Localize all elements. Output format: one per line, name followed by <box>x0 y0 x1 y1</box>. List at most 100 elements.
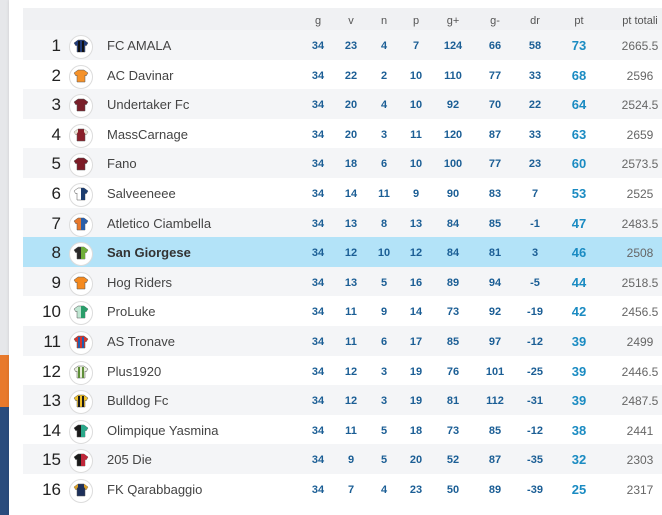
header-n: n <box>380 15 388 27</box>
cell-goals-against: 83 <box>488 187 502 200</box>
cell-losses: 18 <box>409 424 423 437</box>
cell-goals-for: 92 <box>446 99 460 112</box>
cell-draws: 4 <box>380 483 388 496</box>
team-jersey-icon <box>69 35 93 59</box>
cell-losses: 23 <box>409 483 423 496</box>
table-row[interactable]: 7 Atletico Ciambella 34 13 8 13 84 85 -1 47 2483.5 <box>23 207 662 238</box>
team-jersey-icon <box>69 478 93 503</box>
standings-card: g v n p g+ g- dr pt pt totali 1 FC AMALA 3… <box>9 0 662 515</box>
table-row[interactable]: 12 Plus1920 34 12 3 19 76 101 -25 39 2446.5 <box>23 355 662 386</box>
position-number: 7 <box>51 213 61 233</box>
cell-goal-diff: 23 <box>528 158 542 171</box>
cell-games: 34 <box>311 40 325 52</box>
team-name[interactable]: MassCarnage <box>107 126 188 142</box>
position-number: 14 <box>42 420 61 440</box>
cell-goals-for: 81 <box>446 395 460 408</box>
cell-goal-diff: 22 <box>528 99 542 112</box>
header-goals-for: g+ <box>446 15 460 27</box>
position-number: 4 <box>51 124 61 144</box>
table-row[interactable]: 2 AC Davinar 34 22 2 10 110 77 33 68 2596 <box>23 59 662 90</box>
header-p: p <box>412 15 420 27</box>
cell-total-points: 2317 <box>626 482 654 497</box>
cell-total-points: 2596 <box>626 68 654 83</box>
team-name[interactable]: 205 Die <box>107 452 152 468</box>
team-name[interactable]: Olimpique Yasmina <box>107 422 219 438</box>
cell-wins: 11 <box>345 424 357 437</box>
team-name[interactable]: FK Qarabbaggio <box>107 481 203 497</box>
table-row[interactable]: 3 Undertaker Fc 34 20 4 10 92 70 22 64 2524.5 <box>23 89 662 119</box>
team-name[interactable]: San Giorgese <box>107 245 191 261</box>
team-name[interactable]: Hog Riders <box>107 274 173 290</box>
table-row[interactable]: 9 Hog Riders 34 13 5 16 89 94 -5 44 2518.5 <box>23 266 662 297</box>
position-number: 10 <box>42 302 61 322</box>
cell-wins: 12 <box>344 365 358 378</box>
cell-points: 53 <box>571 185 587 201</box>
position-number: 13 <box>42 391 61 411</box>
cell-wins: 13 <box>344 217 358 230</box>
cell-goals-against: 97 <box>488 335 502 348</box>
cell-draws: 3 <box>380 128 388 141</box>
header-goals-against: g- <box>490 15 500 27</box>
position-number: 16 <box>42 479 61 499</box>
cell-total-points: 2441 <box>626 423 654 438</box>
team-name[interactable]: Undertaker Fc <box>107 97 190 113</box>
cell-wins: 22 <box>344 69 358 82</box>
cell-wins: 12 <box>344 247 358 260</box>
cell-losses: 9 <box>412 187 420 200</box>
cell-games: 34 <box>311 424 325 437</box>
cell-points: 32 <box>571 452 587 468</box>
cell-goals-against: 81 <box>488 247 502 260</box>
team-name[interactable]: AC Davinar <box>107 67 174 83</box>
left-edge-strip <box>0 0 9 515</box>
cell-total-points: 2499 <box>626 334 654 349</box>
table-row[interactable]: 6 Salveeneee 34 14 11 9 90 83 7 53 2525 <box>23 177 662 208</box>
cell-goals-for: 110 <box>444 69 462 82</box>
cell-total-points: 2665.5 <box>621 39 659 53</box>
team-name[interactable]: AS Tronave <box>107 333 175 349</box>
table-row[interactable]: 13 Bulldog Fc 34 12 3 19 81 112 -31 39 2487.5 <box>23 385 662 415</box>
cell-goal-diff: -31 <box>527 395 543 408</box>
cell-losses: 10 <box>409 99 423 112</box>
table-row[interactable]: 8 San Giorgese 34 12 10 12 84 81 3 46 2508 <box>23 237 662 267</box>
cell-draws: 9 <box>380 306 388 319</box>
table-row[interactable]: 14 Olimpique Yasmina 34 11 5 18 73 85 -12 38 2441 <box>23 414 662 445</box>
cell-goals-for: 76 <box>446 365 460 378</box>
team-name[interactable]: FC AMALA <box>107 38 172 53</box>
cell-total-points: 2525 <box>626 186 654 201</box>
position-number: 1 <box>51 36 61 55</box>
table-body: 1 FC AMALA 34 23 4 7 124 66 58 73 2665.5 2 AC Davina… <box>23 30 662 504</box>
cell-points: 60 <box>571 156 587 172</box>
cell-points: 68 <box>571 67 587 83</box>
cell-points: 38 <box>571 422 587 438</box>
cell-points: 64 <box>571 97 587 113</box>
team-name[interactable]: Plus1920 <box>107 363 162 379</box>
header-goal-diff: dr <box>530 15 540 27</box>
cell-games: 34 <box>311 247 325 260</box>
team-jersey-icon <box>69 330 93 355</box>
cell-goals-for: 100 <box>443 158 463 171</box>
team-name[interactable]: Fano <box>107 156 137 172</box>
table-row[interactable]: 4 MassCarnage 34 20 3 11 120 87 33 63 2659 <box>23 118 662 149</box>
cell-games: 34 <box>311 158 325 171</box>
team-name[interactable]: ProLuke <box>107 304 156 320</box>
cell-total-points: 2303 <box>626 453 654 468</box>
cell-goal-diff: 58 <box>528 40 542 52</box>
cell-wins: 13 <box>344 276 358 289</box>
cell-points: 47 <box>571 215 587 231</box>
team-name[interactable]: Bulldog Fc <box>107 393 169 409</box>
cell-total-points: 2456.5 <box>621 305 659 320</box>
team-name[interactable]: Atletico Ciambella <box>107 215 212 231</box>
cell-goal-diff: -39 <box>527 483 543 496</box>
table-row[interactable]: 1 FC AMALA 34 23 4 7 124 66 58 73 2665.5 <box>23 30 662 60</box>
cell-total-points: 2573.5 <box>621 157 659 172</box>
table-row[interactable]: 15 205 Die 34 9 5 20 52 87 -35 32 2303 <box>23 444 662 474</box>
position-number: 5 <box>51 154 61 174</box>
cell-losses: 11 <box>410 128 422 141</box>
position-number: 11 <box>43 331 61 351</box>
table-header: g v n p g+ g- dr pt pt totali <box>23 8 662 30</box>
table-row[interactable]: 10 ProLuke 34 11 9 14 73 92 -19 42 2456.5 <box>23 296 662 326</box>
table-row[interactable]: 16 FK Qarabbaggio 34 7 4 23 50 89 -39 25 2317 <box>23 473 662 504</box>
table-row[interactable]: 5 Fano 34 18 6 10 100 77 23 60 2573.5 <box>23 148 662 178</box>
team-name[interactable]: Salveeneee <box>107 185 176 201</box>
table-row[interactable]: 11 AS Tronave 34 11 6 17 85 97 -12 39 2499 <box>23 325 662 356</box>
